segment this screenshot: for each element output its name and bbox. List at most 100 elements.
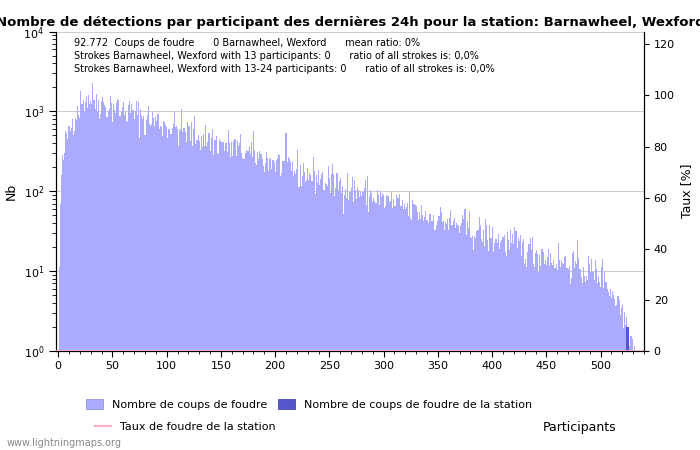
Bar [102,97,103,450]
Bar [509,250,510,450]
Bar [308,180,309,450]
Bar [375,202,377,450]
Bar [197,135,199,450]
Bar [587,280,588,450]
Bar [405,209,406,450]
Bar [340,178,341,450]
Bar [472,236,473,450]
Bar [155,117,156,450]
Bar [286,162,288,450]
Bar [258,159,260,450]
Bar [279,155,280,450]
Bar [268,171,270,450]
Bar [484,246,485,450]
Bar [483,230,484,450]
Bar [73,135,74,450]
Bar [140,109,141,450]
Bar [65,131,66,450]
Bar [636,351,637,450]
Bar [233,141,235,450]
Bar [443,221,444,450]
Bar [316,175,317,450]
Bar [211,130,213,450]
Bar [622,305,623,450]
Bar [358,189,359,450]
Bar [199,150,201,450]
Text: Participants: Participants [542,421,616,434]
Bar [303,163,304,450]
Bar [489,225,491,450]
Bar [458,225,459,450]
Bar [344,195,345,450]
Bar [292,162,293,450]
Bar [63,160,64,450]
Bar [114,110,115,450]
Bar [108,109,110,450]
Bar [448,230,449,450]
Bar [400,206,402,450]
Bar [281,173,282,450]
Bar [71,119,73,450]
Bar [497,243,498,450]
Bar [253,131,254,450]
Bar [238,146,239,450]
Bar [81,104,83,450]
Bar [496,238,497,450]
Bar [594,260,596,450]
Bar [603,288,604,450]
Bar [380,191,381,450]
Bar [491,227,493,450]
Bar [146,115,148,450]
Bar [153,118,154,450]
Bar [69,131,71,450]
Bar [326,184,327,450]
Bar [469,211,470,450]
Bar [507,232,508,450]
Bar [330,193,331,450]
Bar [294,171,295,450]
Bar [363,188,365,450]
Bar [243,159,244,450]
Bar [181,109,183,450]
Bar [160,126,161,450]
Bar [607,289,608,450]
Bar [229,143,230,450]
Bar [556,270,558,450]
Bar [495,238,496,450]
Bar [461,223,462,450]
Bar [486,225,487,450]
Bar [418,220,419,450]
Bar [481,239,482,450]
Bar [531,250,532,450]
Bar [124,115,125,450]
Bar [559,261,560,450]
Bar [310,175,312,450]
Bar [395,206,396,450]
Bar [100,114,101,450]
Bar [321,174,322,450]
Bar [264,172,265,450]
Bar [637,351,638,450]
Bar [436,225,438,450]
Bar [416,212,418,450]
Bar [619,300,620,450]
Bar [245,153,246,450]
Bar [544,264,545,450]
Bar [475,238,477,450]
Bar [527,252,528,450]
Bar [183,128,185,450]
Bar [339,181,340,450]
Bar [617,296,619,450]
Bar [407,203,408,450]
Bar [66,133,67,450]
Bar [62,155,63,450]
Bar [246,150,248,450]
Bar [251,142,252,450]
Bar [578,258,580,450]
Bar [626,327,629,450]
Bar [347,174,349,450]
Bar [613,295,614,450]
Bar [228,130,229,450]
Bar [460,226,461,450]
Bar [158,129,160,450]
